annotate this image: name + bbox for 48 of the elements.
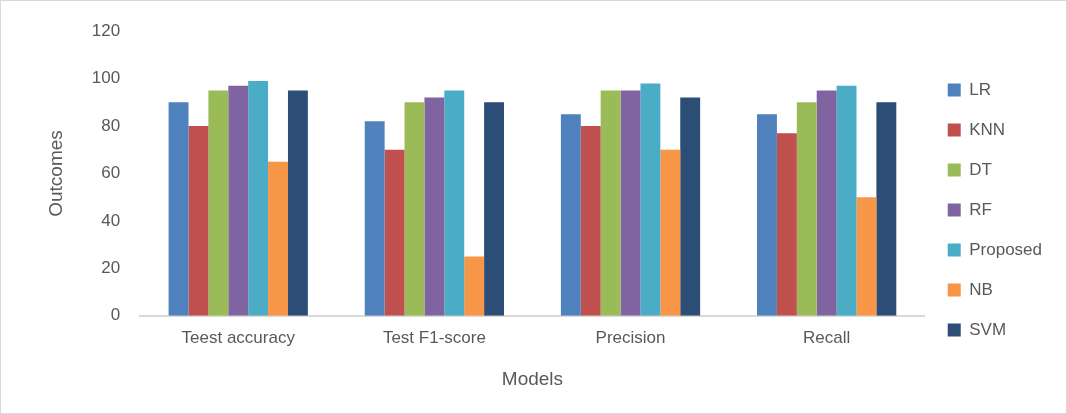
bar [444, 90, 465, 316]
bar [640, 83, 661, 316]
bar [228, 85, 249, 316]
legend-label: DT [969, 159, 992, 179]
bar [836, 85, 857, 316]
bar [580, 126, 601, 316]
legend-label: SVM [969, 319, 1007, 339]
bar [757, 114, 777, 316]
bar [384, 149, 405, 316]
y-tick-label: 100 [91, 68, 121, 88]
x-tick-label: Test F1-score [382, 327, 486, 347]
bar [796, 102, 817, 316]
bar [424, 97, 445, 316]
bar [404, 102, 425, 316]
bar [168, 102, 189, 316]
x-axis-title: Models [501, 367, 564, 389]
bar [248, 81, 269, 316]
y-tick-label: 80 [101, 115, 121, 135]
bar [816, 90, 837, 316]
legend-label: KNN [969, 119, 1006, 139]
y-tick-label: 40 [101, 210, 121, 230]
y-tick-label: 60 [101, 163, 121, 183]
y-tick-label: 0 [110, 305, 121, 325]
bar [364, 121, 385, 316]
bar [287, 90, 308, 316]
bar [600, 90, 621, 316]
bar [208, 90, 229, 316]
legend-label: NB [969, 279, 993, 299]
bar [856, 197, 877, 316]
bar [560, 114, 581, 316]
legend-label: Proposed [969, 239, 1043, 259]
y-axis-title: Outcomes [44, 130, 66, 217]
bar [680, 97, 701, 316]
legend-label: RF [969, 199, 992, 219]
bar [464, 256, 485, 316]
bar [776, 133, 797, 316]
bar [876, 102, 897, 316]
bar [188, 126, 209, 316]
x-tick-label: Teest accuracy [181, 327, 296, 347]
bar [620, 90, 641, 316]
legend-label: LR [969, 79, 991, 99]
bar [268, 161, 288, 316]
bar [484, 102, 505, 316]
y-tick-label: 20 [101, 258, 121, 278]
y-tick-label: 120 [91, 20, 121, 40]
bar [660, 149, 681, 316]
x-tick-label: Precision [595, 327, 666, 347]
x-tick-label: Recall [803, 327, 851, 347]
